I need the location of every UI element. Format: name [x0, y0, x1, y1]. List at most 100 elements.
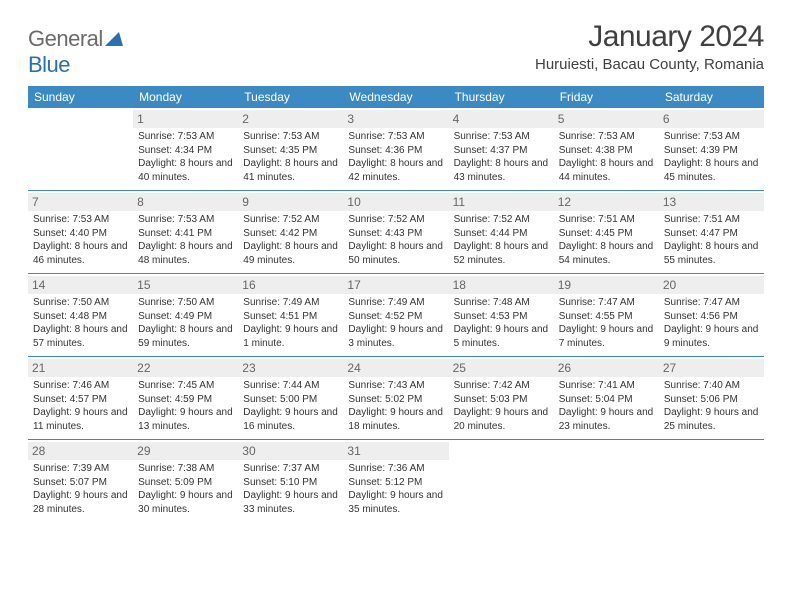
logo: GeneralBlue [28, 26, 123, 78]
day-info: Sunrise: 7:47 AMSunset: 4:56 PMDaylight:… [664, 296, 759, 350]
day-info: Sunrise: 7:51 AMSunset: 4:45 PMDaylight:… [559, 213, 654, 267]
sunset-line: Sunset: 4:55 PM [559, 310, 654, 324]
day-cell: 27Sunrise: 7:40 AMSunset: 5:06 PMDayligh… [659, 357, 764, 439]
sunrise-line: Sunrise: 7:47 AM [664, 296, 759, 310]
title-block: January 2024 Huruiesti, Bacau County, Ro… [535, 20, 764, 73]
day-cell: 10Sunrise: 7:52 AMSunset: 4:43 PMDayligh… [343, 191, 448, 273]
daylight-line: Daylight: 8 hours and 48 minutes. [138, 240, 233, 267]
daylight-line: Daylight: 9 hours and 5 minutes. [454, 323, 549, 350]
day-number: 28 [28, 442, 133, 460]
sunset-line: Sunset: 4:40 PM [33, 227, 128, 241]
sunrise-line: Sunrise: 7:53 AM [138, 213, 233, 227]
day-number: 26 [554, 359, 659, 377]
day-number: 20 [659, 276, 764, 294]
day-number: 19 [554, 276, 659, 294]
day-info: Sunrise: 7:53 AMSunset: 4:35 PMDaylight:… [243, 130, 338, 184]
day-number: 14 [28, 276, 133, 294]
sunrise-line: Sunrise: 7:53 AM [243, 130, 338, 144]
day-number: 11 [449, 193, 554, 211]
day-cell: 23Sunrise: 7:44 AMSunset: 5:00 PMDayligh… [238, 357, 343, 439]
day-cell: 25 Sunrise: 7:42 AMSunset: 5:03 PMDayligh… [449, 357, 554, 439]
sunset-line: Sunset: 4:45 PM [559, 227, 654, 241]
sunrise-line: Sunrise: 7:38 AM [138, 462, 233, 476]
sunset-line: Sunset: 5:03 PM [454, 393, 549, 407]
day-number: 10 [343, 193, 448, 211]
day-cell: 7 Sunrise: 7:53 AMSunset: 4:40 PMDaylight… [28, 191, 133, 273]
day-info: Sunrise: 7:48 AMSunset: 4:53 PMDaylight:… [454, 296, 549, 350]
daylight-line: Daylight: 8 hours and 59 minutes. [138, 323, 233, 350]
sunset-line: Sunset: 5:10 PM [243, 476, 338, 490]
calendar: SundayMondayTuesdayWednesdayThursdayFrid… [28, 86, 764, 522]
sunset-line: Sunset: 4:49 PM [138, 310, 233, 324]
day-info: Sunrise: 7:46 AMSunset: 4:57 PMDaylight:… [33, 379, 128, 433]
day-info: Sunrise: 7:53 AMSunset: 4:39 PMDaylight:… [664, 130, 759, 184]
weekday-header: Saturday [659, 86, 764, 108]
day-info: Sunrise: 7:52 AMSunset: 4:42 PMDaylight:… [243, 213, 338, 267]
sunrise-line: Sunrise: 7:43 AM [348, 379, 443, 393]
sunset-line: Sunset: 4:59 PM [138, 393, 233, 407]
daylight-line: Daylight: 8 hours and 55 minutes. [664, 240, 759, 267]
day-info: Sunrise: 7:53 AMSunset: 4:37 PMDaylight:… [454, 130, 549, 184]
day-cell: 22Sunrise: 7:45 AMSunset: 4:59 PMDayligh… [133, 357, 238, 439]
day-cell: 1Sunrise: 7:53 AMSunset: 4:34 PMDaylight… [133, 108, 238, 190]
daylight-line: Daylight: 9 hours and 16 minutes. [243, 406, 338, 433]
day-number: 21 [28, 359, 133, 377]
day-number: 25 [449, 359, 554, 377]
day-number: 6 [659, 110, 764, 128]
daylight-line: Daylight: 8 hours and 50 minutes. [348, 240, 443, 267]
day-info: Sunrise: 7:42 AMSunset: 5:03 PMDaylight:… [454, 379, 549, 433]
sunrise-line: Sunrise: 7:50 AM [33, 296, 128, 310]
day-number: 23 [238, 359, 343, 377]
logo-part2: Blue [28, 52, 70, 77]
sunrise-line: Sunrise: 7:53 AM [348, 130, 443, 144]
daylight-line: Daylight: 9 hours and 25 minutes. [664, 406, 759, 433]
day-cell: 30Sunrise: 7:37 AMSunset: 5:10 PMDayligh… [238, 440, 343, 522]
sunrise-line: Sunrise: 7:53 AM [454, 130, 549, 144]
day-info: Sunrise: 7:45 AMSunset: 4:59 PMDaylight:… [138, 379, 233, 433]
sunrise-line: Sunrise: 7:42 AM [454, 379, 549, 393]
sunrise-line: Sunrise: 7:40 AM [664, 379, 759, 393]
day-cell: 4Sunrise: 7:53 AMSunset: 4:37 PMDaylight… [449, 108, 554, 190]
daylight-line: Daylight: 9 hours and 9 minutes. [664, 323, 759, 350]
sunset-line: Sunset: 5:04 PM [559, 393, 654, 407]
day-info: Sunrise: 7:40 AMSunset: 5:06 PMDaylight:… [664, 379, 759, 433]
weekday-header: Friday [554, 86, 659, 108]
day-cell: 31Sunrise: 7:36 AMSunset: 5:12 PMDayligh… [343, 440, 448, 522]
daylight-line: Daylight: 9 hours and 3 minutes. [348, 323, 443, 350]
day-number: 31 [343, 442, 448, 460]
day-info: Sunrise: 7:51 AMSunset: 4:47 PMDaylight:… [664, 213, 759, 267]
sunrise-line: Sunrise: 7:39 AM [33, 462, 128, 476]
day-cell: . [28, 108, 133, 190]
day-cell: 26Sunrise: 7:41 AMSunset: 5:04 PMDayligh… [554, 357, 659, 439]
calendar-week: 21 Sunrise: 7:46 AMSunset: 4:57 PMDayligh… [28, 357, 764, 440]
day-number: 15 [133, 276, 238, 294]
day-info: Sunrise: 7:50 AMSunset: 4:49 PMDaylight:… [138, 296, 233, 350]
weekday-header-row: SundayMondayTuesdayWednesdayThursdayFrid… [28, 86, 764, 108]
weekday-header: Monday [133, 86, 238, 108]
day-cell: . [659, 440, 764, 522]
day-cell: 5Sunrise: 7:53 AMSunset: 4:38 PMDaylight… [554, 108, 659, 190]
sunset-line: Sunset: 4:53 PM [454, 310, 549, 324]
sunset-line: Sunset: 4:51 PM [243, 310, 338, 324]
daylight-line: Daylight: 9 hours and 30 minutes. [138, 489, 233, 516]
day-info: Sunrise: 7:49 AMSunset: 4:52 PMDaylight:… [348, 296, 443, 350]
day-number: 1 [133, 110, 238, 128]
daylight-line: Daylight: 9 hours and 1 minute. [243, 323, 338, 350]
day-number: 7 [28, 193, 133, 211]
sunrise-line: Sunrise: 7:49 AM [348, 296, 443, 310]
day-cell: . [554, 440, 659, 522]
sunset-line: Sunset: 5:00 PM [243, 393, 338, 407]
day-cell: 15 Sunrise: 7:50 AMSunset: 4:49 PMDayligh… [133, 274, 238, 356]
day-cell: 6 Sunrise: 7:53 AMSunset: 4:39 PMDaylight… [659, 108, 764, 190]
day-cell: 21 Sunrise: 7:46 AMSunset: 4:57 PMDayligh… [28, 357, 133, 439]
calendar-week: 14Sunrise: 7:50 AMSunset: 4:48 PMDayligh… [28, 274, 764, 357]
sunset-line: Sunset: 4:43 PM [348, 227, 443, 241]
day-cell: 19Sunrise: 7:47 AMSunset: 4:55 PMDayligh… [554, 274, 659, 356]
daylight-line: Daylight: 9 hours and 33 minutes. [243, 489, 338, 516]
sunrise-line: Sunrise: 7:52 AM [243, 213, 338, 227]
day-info: Sunrise: 7:38 AMSunset: 5:09 PMDaylight:… [138, 462, 233, 516]
day-info: Sunrise: 7:53 AMSunset: 4:40 PMDaylight:… [33, 213, 128, 267]
daylight-line: Daylight: 8 hours and 54 minutes. [559, 240, 654, 267]
day-cell: 11Sunrise: 7:52 AMSunset: 4:44 PMDayligh… [449, 191, 554, 273]
month-title: January 2024 [535, 20, 764, 54]
